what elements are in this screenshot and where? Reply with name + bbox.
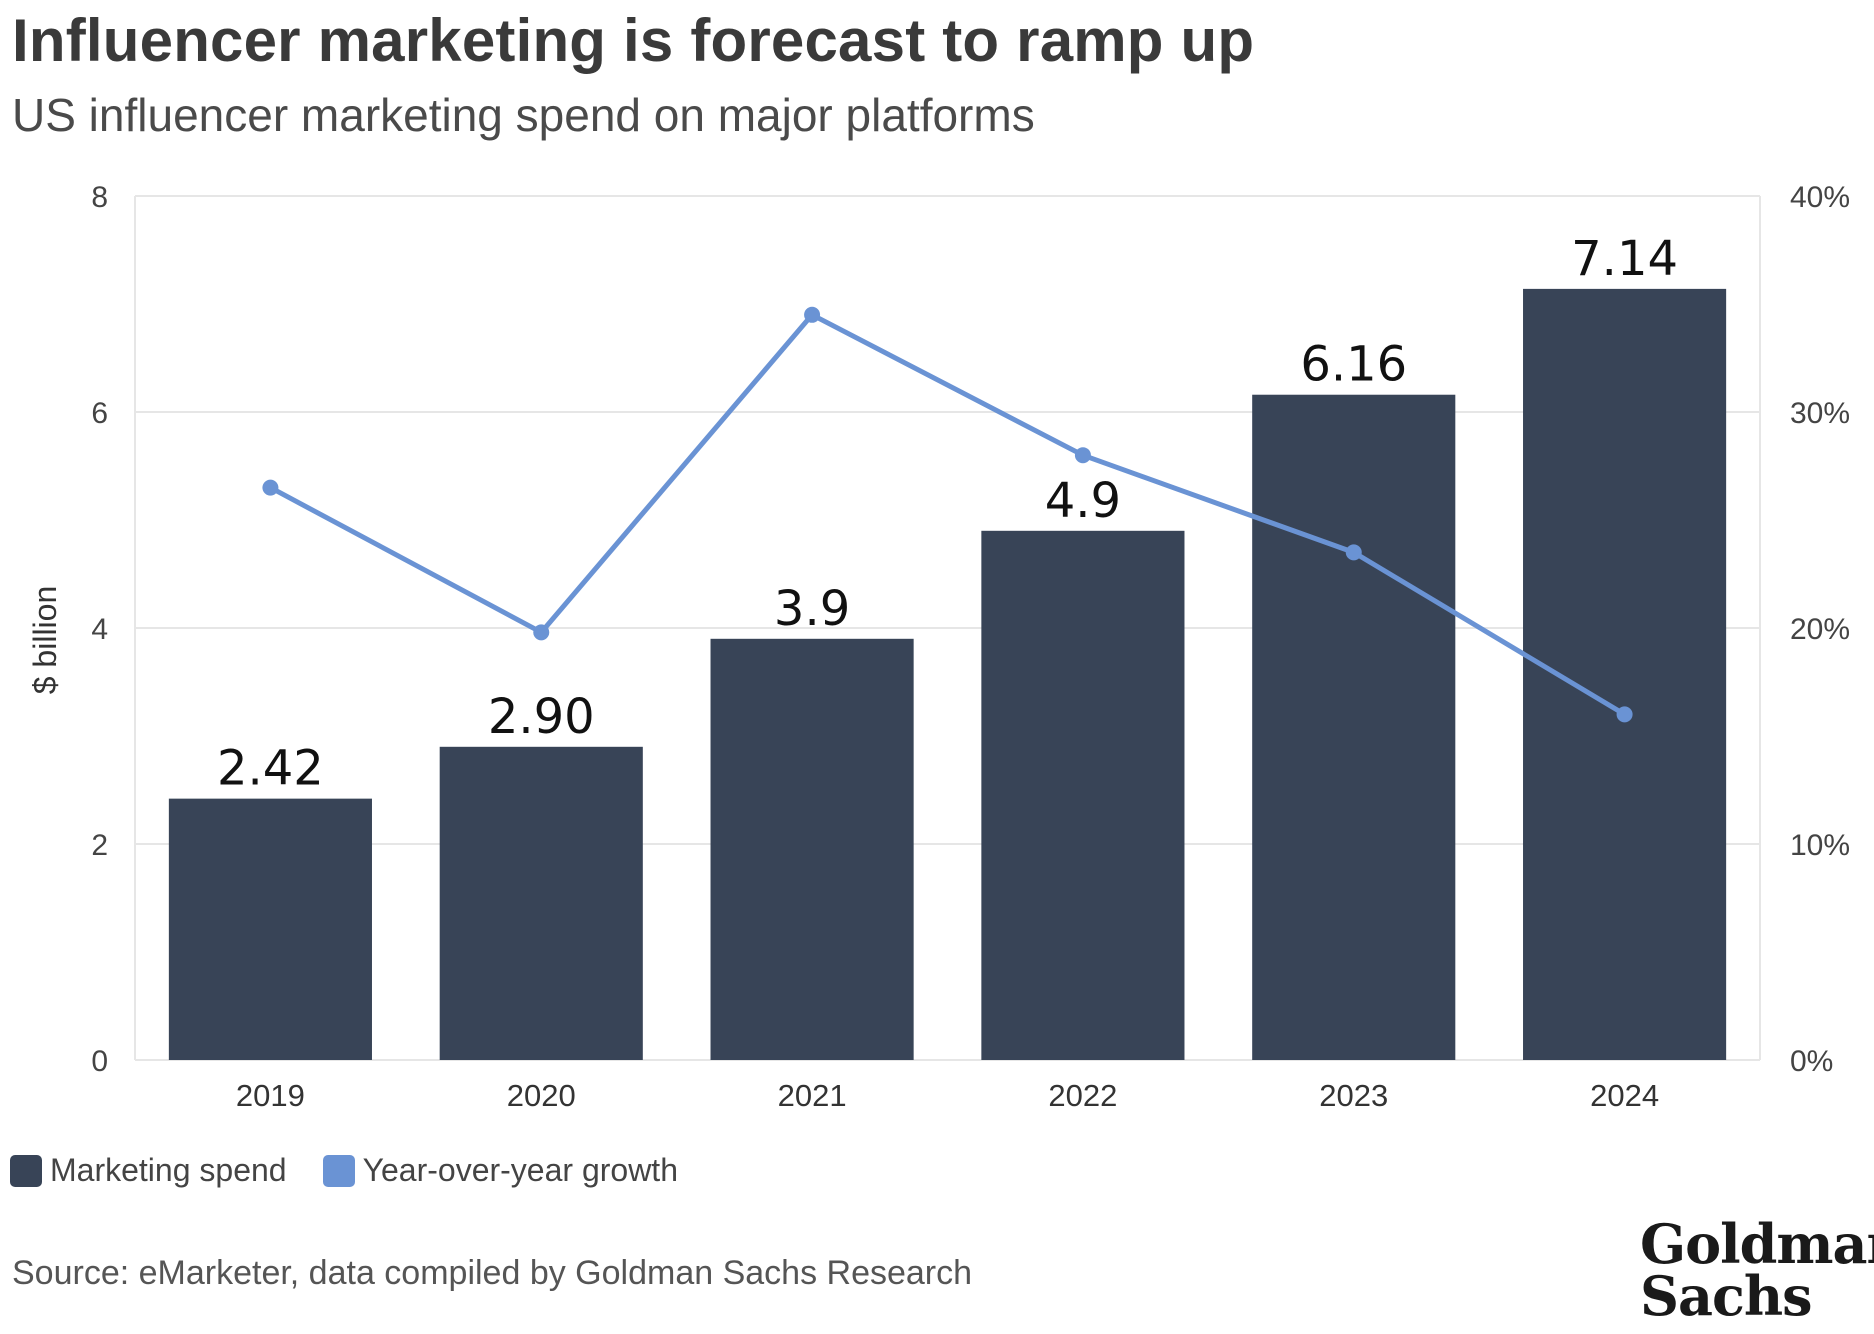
legend-item-spend: Marketing spend [10,1152,287,1189]
x-tick-label: 2023 [1319,1078,1388,1113]
bar [1252,394,1456,1061]
logo-line-1: Goldman [1640,1212,1874,1276]
bar-series: 2.42 2.90 3.9 4.9 6.16 7.14 [168,231,1727,1061]
bar-value-label: 7.14 [1571,231,1678,287]
goldman-sachs-logo: Goldman Sachs [1640,1212,1874,1328]
bar [710,638,914,1060]
growth-point [1345,544,1362,561]
y2-tick-label: 0% [1790,1045,1833,1078]
y-tick-label: 2 [91,829,108,862]
growth-point [804,306,821,323]
y-tick-label: 8 [91,181,108,214]
source-note: Source: eMarketer, data compiled by Gold… [12,1254,973,1292]
bar [981,530,1185,1060]
x-tick-label: 2020 [507,1078,576,1113]
legend-swatch-spend [10,1154,42,1187]
y2-tick-label: 40% [1790,181,1850,214]
legend-label-spend: Marketing spend [50,1152,287,1188]
legend-item-growth: Year-over-year growth [322,1152,678,1189]
bar [439,746,643,1060]
logo-line-2: Sachs [1640,1264,1813,1328]
y-tick-label: 0 [91,1045,108,1078]
growth-point [1074,447,1091,464]
line-series [262,306,1633,723]
growth-point [1616,706,1633,723]
growth-point [533,624,550,641]
growth-line [269,312,1626,717]
bar-value-label: 2.42 [217,741,324,797]
x-tick-label: 2022 [1048,1078,1117,1113]
growth-point [262,479,279,496]
legend: Marketing spend Year-over-year growth [10,1152,714,1189]
y-tick-label: 6 [91,397,108,430]
legend-label-growth: Year-over-year growth [362,1152,678,1188]
bar-value-label: 6.16 [1300,337,1407,393]
bar-value-label: 3.9 [774,581,850,637]
x-tick-label: 2019 [236,1078,305,1113]
x-tick-label: 2021 [778,1078,847,1113]
chart-title: Influencer marketing is forecast to ramp… [12,7,1255,74]
y2-tick-label: 30% [1790,397,1850,430]
axes: 0 0% 2 10% 4 20% 6 30% 8 40% $ billion 2019 2020 2021… [27,181,1850,1113]
chart-subtitle: US influencer marketing spend on major p… [12,89,1035,141]
y2-tick-label: 10% [1790,829,1850,862]
x-tick-label: 2024 [1590,1078,1659,1113]
y2-tick-label: 20% [1790,613,1850,646]
bar [168,798,372,1060]
bar-value-label: 4.9 [1045,473,1121,529]
y-axis-title: $ billion [27,586,63,695]
bar-value-label: 2.90 [488,689,595,745]
y-tick-label: 4 [91,613,108,646]
gridlines [134,195,1761,1061]
legend-swatch-growth [322,1154,355,1187]
